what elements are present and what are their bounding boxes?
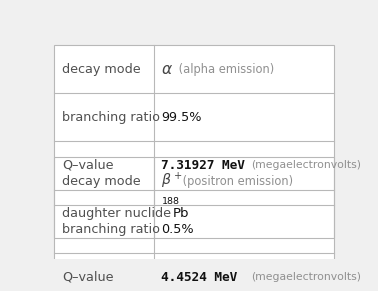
Text: $\alpha$: $\alpha$ bbox=[161, 62, 173, 77]
Text: (megaelectronvolts): (megaelectronvolts) bbox=[251, 272, 361, 283]
Text: branching ratio: branching ratio bbox=[62, 111, 161, 124]
Text: 4.4524 MeV: 4.4524 MeV bbox=[161, 271, 237, 284]
Text: decay mode: decay mode bbox=[62, 63, 141, 76]
Text: (megaelectronvolts): (megaelectronvolts) bbox=[251, 160, 361, 171]
Bar bbox=[54, 45, 334, 238]
Text: daughter nuclide: daughter nuclide bbox=[62, 207, 172, 220]
Text: (positron emission): (positron emission) bbox=[180, 175, 294, 188]
Text: $\beta^+$: $\beta^+$ bbox=[161, 171, 183, 191]
Text: (alpha emission): (alpha emission) bbox=[175, 63, 274, 76]
Bar bbox=[54, 157, 334, 291]
Text: 0.5%: 0.5% bbox=[161, 223, 194, 236]
Bar bbox=[54, 157, 334, 291]
Text: branching ratio: branching ratio bbox=[62, 223, 161, 236]
Text: Pb: Pb bbox=[172, 207, 189, 220]
Text: Q–value: Q–value bbox=[62, 159, 114, 172]
Text: decay mode: decay mode bbox=[62, 175, 141, 188]
Bar bbox=[54, 45, 334, 238]
Text: 99.5%: 99.5% bbox=[161, 111, 202, 124]
Text: 7.31927 MeV: 7.31927 MeV bbox=[161, 159, 245, 172]
Text: Q–value: Q–value bbox=[62, 271, 114, 284]
Text: 188: 188 bbox=[162, 197, 180, 205]
